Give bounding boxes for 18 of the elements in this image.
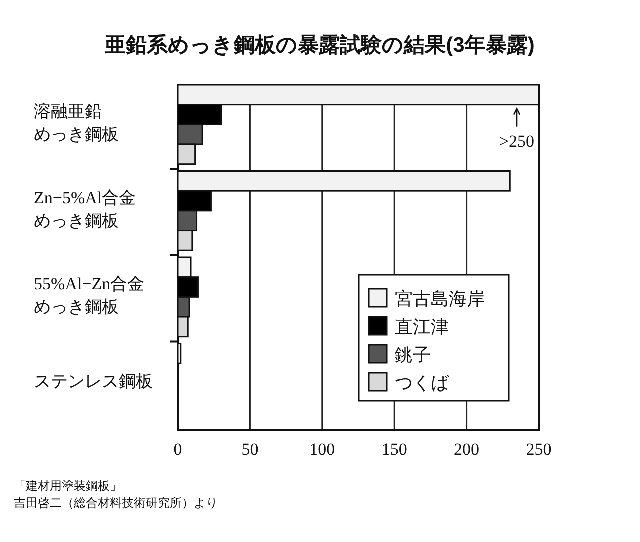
x-tick-label: 100	[310, 440, 336, 459]
x-tick-label: 50	[242, 440, 259, 459]
x-tick-label: 200	[454, 440, 480, 459]
y-tick-label: Zn−5%Al合金めっき鋼板	[34, 188, 136, 230]
x-tick-label: 0	[174, 440, 182, 459]
text: 吉田啓二（総合材料技術研究所）より	[14, 496, 218, 510]
legend-label: つくば	[395, 373, 450, 393]
annotation: >250	[499, 132, 535, 151]
y-tick-label: 55%Al−Zn合金めっき鋼板	[34, 274, 145, 317]
y-tick-label: ステンレス鋼板	[34, 372, 153, 391]
text: 「建材用塗装鋼板」	[14, 479, 122, 493]
legend-label: 直江津	[395, 317, 449, 337]
x-tick-label: 150	[382, 440, 408, 459]
chart-title: 亜鉛系めっき鋼板の暴露試験の結果(3年暴露)	[104, 34, 535, 57]
y-tick-label: 溶融亜鉛めっき鋼板	[34, 102, 119, 144]
legend-label: 宮古島海岸	[395, 289, 485, 309]
x-tick-label: 250	[526, 440, 552, 459]
legend-label: 銚子	[395, 345, 431, 365]
